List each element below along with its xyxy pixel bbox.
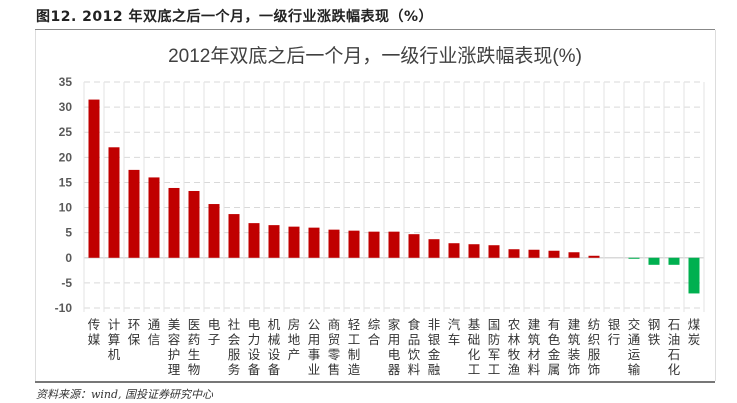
y-tick-label: 30 xyxy=(59,100,73,114)
x-category-label: 煤炭 xyxy=(688,317,701,347)
y-tick-label: 10 xyxy=(59,201,73,215)
x-category-label: 环保 xyxy=(128,317,141,347)
x-category-label: 美容护理 xyxy=(168,317,181,377)
x-category-label: 汽车 xyxy=(448,317,461,347)
bar-非银金融 xyxy=(428,239,440,258)
y-tick-label: 25 xyxy=(59,125,73,139)
source-note: 资料来源：wind, 国投证券研究中心 xyxy=(36,388,214,401)
bar-美容护理 xyxy=(168,187,180,258)
x-category-label: 电力设备 xyxy=(248,317,261,377)
x-category-label: 计算机 xyxy=(108,317,121,362)
bar-汽车 xyxy=(448,243,460,258)
bar-建筑装饰 xyxy=(568,252,580,258)
figure-caption: 图12. 2012 年双底之后一个月，一级行业涨跌幅表现（%） xyxy=(36,9,434,25)
x-category-label: 公用事业 xyxy=(308,317,321,377)
x-category-label: 轻工制造 xyxy=(348,317,361,377)
bar-社会服务 xyxy=(228,214,240,258)
x-category-label: 纺织服饰 xyxy=(588,317,601,377)
bar-轻工制造 xyxy=(348,230,360,258)
x-category-label: 基础化工 xyxy=(468,317,481,377)
bar-通信 xyxy=(148,177,160,258)
bar-家用电器 xyxy=(388,231,400,258)
x-category-label: 食品饮料 xyxy=(408,317,421,377)
bar-电力设备 xyxy=(248,223,260,258)
bar-交通运输 xyxy=(628,257,640,259)
bottom-rule xyxy=(35,381,715,383)
y-tick-label: 20 xyxy=(59,150,73,164)
bar-房地产 xyxy=(288,226,300,258)
x-category-label: 商贸零售 xyxy=(328,317,341,377)
x-category-label: 农林牧渔 xyxy=(508,317,521,377)
bar-有色金属 xyxy=(548,250,560,258)
x-category-label: 通信 xyxy=(148,317,161,347)
x-category-label: 传媒 xyxy=(88,317,101,347)
bar-环保 xyxy=(128,169,140,258)
x-category-label: 社会服务 xyxy=(228,317,241,377)
bar-建筑材料 xyxy=(528,249,540,258)
bar-煤炭 xyxy=(688,257,700,294)
bar-基础化工 xyxy=(468,244,480,258)
chart-title: 2012年双底之后一个月，一级行业涨跌幅表现(%) xyxy=(168,45,582,67)
x-category-label: 非银金融 xyxy=(428,317,441,377)
bar-钢铁 xyxy=(648,257,660,265)
bar-纺织服饰 xyxy=(588,255,600,258)
bar-计算机 xyxy=(108,147,120,258)
x-category-label: 建筑材料 xyxy=(528,317,541,377)
y-tick-label: 35 xyxy=(59,75,73,89)
y-tick-label: -5 xyxy=(61,276,72,290)
x-category-label: 交通运输 xyxy=(628,317,641,377)
x-category-label: 国防军工 xyxy=(488,317,501,377)
bar-国防军工 xyxy=(488,245,500,258)
bar-石油石化 xyxy=(668,257,680,265)
bar-综合 xyxy=(368,231,380,258)
bar-电子 xyxy=(208,204,220,258)
bar-机械设备 xyxy=(268,225,280,258)
x-category-label: 石油石化 xyxy=(668,317,681,377)
bar-商贸零售 xyxy=(328,229,340,258)
y-tick-label: 15 xyxy=(59,175,73,189)
y-tick-label: 0 xyxy=(65,251,72,265)
bar-传媒 xyxy=(88,99,100,258)
chart-frame xyxy=(35,30,716,381)
x-category-label: 综合 xyxy=(368,317,381,347)
x-category-label: 有色金属 xyxy=(548,317,561,377)
y-tick-label: -10 xyxy=(55,301,73,315)
bar-食品饮料 xyxy=(408,234,420,258)
x-category-label: 机械设备 xyxy=(268,317,281,377)
bar-医药生物 xyxy=(188,190,200,258)
x-category-label: 钢铁 xyxy=(648,317,661,347)
x-category-label: 银行 xyxy=(608,317,621,347)
x-category-label: 家用电器 xyxy=(388,317,401,377)
bar-农林牧渔 xyxy=(508,249,520,258)
x-category-label: 电子 xyxy=(208,317,221,347)
x-category-label: 房地产 xyxy=(288,317,301,362)
x-category-label: 医药生物 xyxy=(188,317,201,377)
bar-公用事业 xyxy=(308,227,320,258)
top-rule xyxy=(35,29,715,30)
y-tick-label: 5 xyxy=(65,226,72,240)
x-category-label: 建筑装饰 xyxy=(568,317,581,377)
